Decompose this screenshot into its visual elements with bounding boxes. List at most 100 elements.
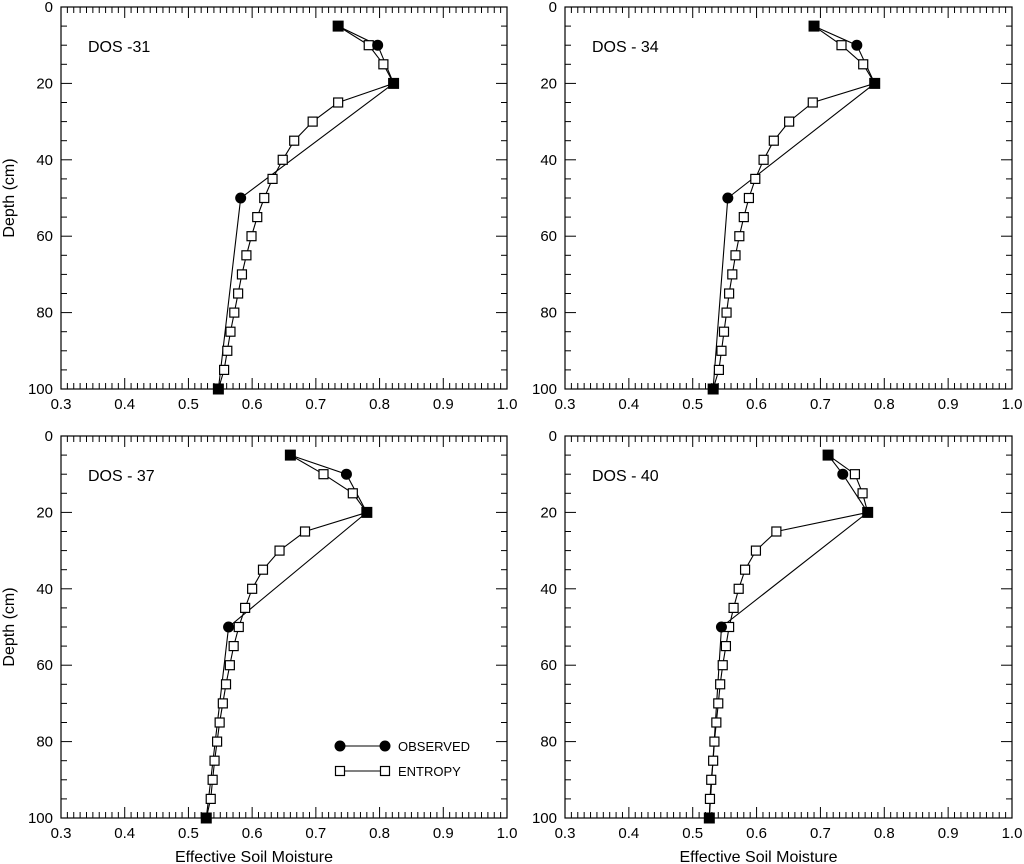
x-tick-label: 0.9 [938, 825, 959, 842]
x-tick-label: 0.4 [114, 396, 135, 413]
x-tick-label: 0.4 [618, 825, 639, 842]
x-tick-label: 0.3 [51, 396, 72, 413]
observed-line [712, 25, 876, 390]
x-tick-label: 0.8 [874, 825, 895, 842]
entropy-point [229, 307, 240, 318]
entropy-point [750, 173, 761, 184]
observed-point [235, 192, 247, 204]
y-tick-label: 60 [36, 228, 53, 245]
x-tick-label: 0.3 [51, 825, 72, 842]
entropy-point [267, 173, 278, 184]
y-axis-title: Depth (cm) [1, 587, 18, 666]
observed-line [205, 454, 368, 819]
x-tick-label: 0.6 [746, 825, 767, 842]
y-tick-label: 100 [28, 810, 53, 827]
x-tick-label: 0.4 [114, 825, 135, 842]
entropy-point [784, 116, 795, 127]
entropy-point [713, 698, 724, 709]
x-tick-label: 0.7 [305, 396, 326, 413]
entropy-point [217, 698, 228, 709]
plot-frame [60, 6, 508, 390]
entropy-point [709, 736, 720, 747]
x-tick-label: 0.3 [555, 396, 576, 413]
entropy-line [205, 454, 368, 819]
observed-point [332, 20, 344, 32]
entropy-point [706, 774, 717, 785]
entropy-point [768, 135, 779, 146]
entropy-point [205, 793, 216, 805]
x-tick-label: 0.9 [433, 825, 454, 842]
x-tick-label: 0.6 [746, 396, 767, 413]
entropy-point [849, 469, 861, 480]
y-tick-label: 40 [36, 581, 53, 598]
entropy-point [363, 40, 374, 51]
entropy-point [858, 59, 869, 70]
entropy-point [743, 192, 755, 204]
entropy-point [739, 564, 751, 575]
legend-entropy-label: ENTROPY [398, 764, 461, 779]
y-tick-label: 0 [45, 428, 53, 445]
entropy-point [228, 640, 239, 652]
y-tick-label: 100 [532, 381, 557, 398]
observed-point [223, 621, 235, 633]
entropy-point [220, 679, 232, 690]
entropy-point [247, 583, 258, 594]
entropy-point [730, 250, 741, 261]
x-tick-label: 0.9 [433, 396, 454, 413]
entropy-point [240, 602, 251, 614]
entropy-point [289, 135, 300, 146]
y-tick-label: 20 [36, 75, 53, 92]
y-tick-label: 20 [540, 504, 557, 521]
entropy-point [807, 97, 818, 108]
x-tick-label: 0.5 [178, 825, 199, 842]
entropy-point [277, 154, 288, 165]
observed-point [200, 812, 212, 824]
y-tick-label: 60 [36, 657, 53, 674]
entropy-point [715, 679, 726, 690]
y-tick-label: 40 [36, 152, 53, 169]
observed-point [837, 468, 849, 480]
y-tick-label: 40 [540, 152, 557, 169]
entropy-point [209, 755, 220, 766]
plot-frame [564, 6, 1013, 390]
entropy-point [347, 488, 358, 499]
entropy-point [711, 717, 722, 728]
x-tick-label: 1.0 [1002, 396, 1023, 413]
entropy-point [236, 269, 248, 280]
observed-point [372, 39, 384, 51]
entropy-point [259, 192, 270, 204]
y-tick-label: 60 [540, 657, 557, 674]
x-tick-label: 0.7 [810, 825, 831, 842]
entropy-line [217, 25, 395, 390]
entropy-point [378, 59, 389, 70]
x-tick-label: 0.8 [369, 396, 390, 413]
entropy-point [704, 793, 716, 805]
observed-point [284, 449, 296, 461]
x-tick-label: 1.0 [497, 396, 518, 413]
entropy-point [252, 212, 263, 223]
entropy-point [222, 345, 233, 356]
x-tick-label: 0.5 [178, 396, 199, 413]
entropy-point [708, 755, 719, 766]
plot-frame [564, 435, 1013, 819]
x-tick-label: 0.3 [555, 825, 576, 842]
entropy-point [727, 269, 738, 280]
observed-point [869, 77, 881, 89]
observed-line [708, 454, 869, 819]
x-tick-label: 0.7 [810, 396, 831, 413]
observed-point [212, 383, 224, 395]
entropy-point [307, 116, 318, 127]
observed-point [808, 20, 820, 32]
x-tick-label: 0.5 [682, 396, 703, 413]
x-tick-label: 0.9 [938, 396, 959, 413]
observed-point [388, 77, 400, 89]
legend-observed-marker [379, 740, 391, 752]
x-tick-label: 0.6 [242, 396, 263, 413]
y-tick-label: 100 [28, 381, 53, 398]
entropy-point [836, 40, 847, 51]
entropy-point [717, 660, 728, 671]
observed-point [722, 192, 734, 204]
entropy-point [720, 640, 732, 652]
y-tick-label: 0 [45, 0, 53, 16]
entropy-point [318, 469, 329, 480]
